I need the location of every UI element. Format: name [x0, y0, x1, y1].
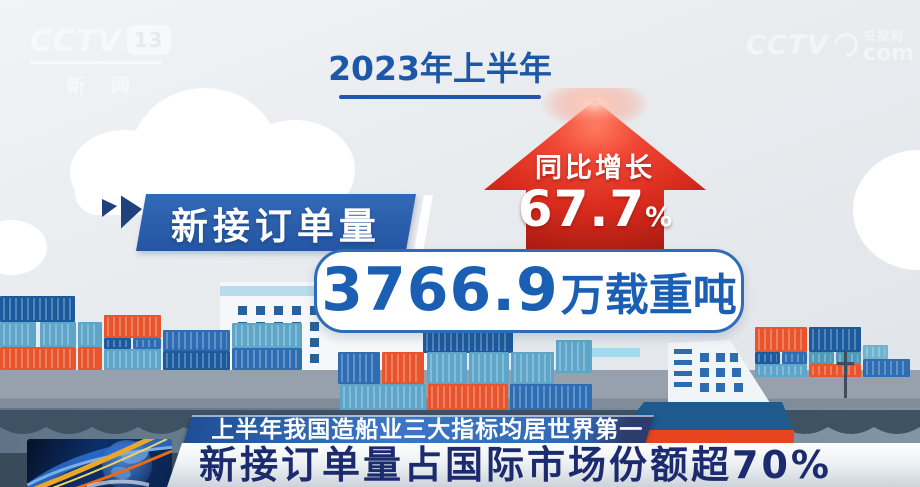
- container: [382, 352, 424, 384]
- container: [755, 364, 807, 377]
- growth-value-number: 67.7: [517, 180, 646, 238]
- cloud: [0, 220, 47, 275]
- container: [163, 330, 230, 351]
- cctv-com-logo: CCTV 央视网 com: [746, 28, 915, 66]
- cctv13-logo: CCTV 13 新闻: [30, 24, 171, 98]
- container: [510, 384, 592, 410]
- container: [104, 349, 161, 370]
- growth-label: 同比增长: [535, 153, 655, 184]
- container: [836, 352, 861, 364]
- kicker-bar: 上半年我国造船业三大指标均居世界第一: [182, 415, 655, 445]
- cctv-com-cn-label: 央视网: [862, 29, 905, 43]
- period-header: 2023年上半年: [320, 42, 560, 99]
- container: [78, 322, 102, 347]
- container: [782, 352, 807, 364]
- period-title: 2023年上半年: [328, 49, 552, 88]
- container: [755, 352, 780, 364]
- container: [0, 296, 75, 322]
- container: [0, 322, 36, 347]
- building-stripe: [220, 286, 332, 296]
- cloud: [853, 150, 920, 270]
- kicker-text: 上半年我国造船业三大指标均居世界第一: [211, 417, 644, 443]
- cargo-ship: [622, 340, 794, 449]
- crane-beam: [568, 348, 640, 357]
- container: [863, 345, 888, 359]
- container: [78, 347, 102, 370]
- container: [863, 359, 910, 377]
- container: [469, 352, 509, 384]
- container: [104, 338, 131, 349]
- stat-value: 3766.9: [321, 255, 559, 325]
- headline-bar: 新接订单量占国际市场份额超70%: [167, 443, 920, 487]
- category-label: 新接订单量: [171, 204, 381, 248]
- cctv-com-domain-label: com: [862, 41, 915, 66]
- container: [40, 322, 76, 347]
- container: [338, 352, 380, 384]
- growth-arrow: [484, 88, 706, 256]
- container: [340, 384, 426, 410]
- flag-accent: [414, 195, 433, 251]
- container: [232, 348, 302, 370]
- container: [511, 352, 554, 384]
- period-underline: [339, 95, 541, 99]
- cctv-com-logo-text: CCTV: [746, 30, 829, 61]
- stat-pill: 3766.9 万载重吨: [314, 249, 744, 333]
- container: [556, 340, 592, 373]
- mast-crossbar: [837, 362, 854, 365]
- stat-unit: 万载重吨: [560, 270, 737, 321]
- container: [104, 315, 161, 338]
- container: [133, 338, 161, 349]
- container: [0, 347, 76, 370]
- cctv13-logo-underline: [30, 61, 162, 64]
- container: [428, 384, 508, 410]
- container: [232, 323, 302, 348]
- news-globe-logo: [27, 439, 172, 487]
- category-flag: 新接订单量: [135, 194, 417, 251]
- container: [809, 352, 834, 364]
- container: [809, 327, 861, 352]
- growth-value-unit: %: [645, 202, 673, 233]
- container: [427, 352, 467, 384]
- container: [755, 327, 807, 352]
- growth-value: 67.7%: [470, 180, 720, 238]
- cctv13-logo-number: 13: [126, 25, 171, 55]
- container: [163, 351, 230, 370]
- cctv-com-circle-icon: [828, 28, 863, 62]
- container: [809, 364, 861, 377]
- cctv13-logo-text: CCTV: [30, 24, 122, 59]
- mast: [844, 352, 847, 398]
- cctv13-logo-caption: 新闻: [66, 75, 157, 97]
- headline-text: 新接订单量占国际市场份额超70%: [199, 443, 832, 487]
